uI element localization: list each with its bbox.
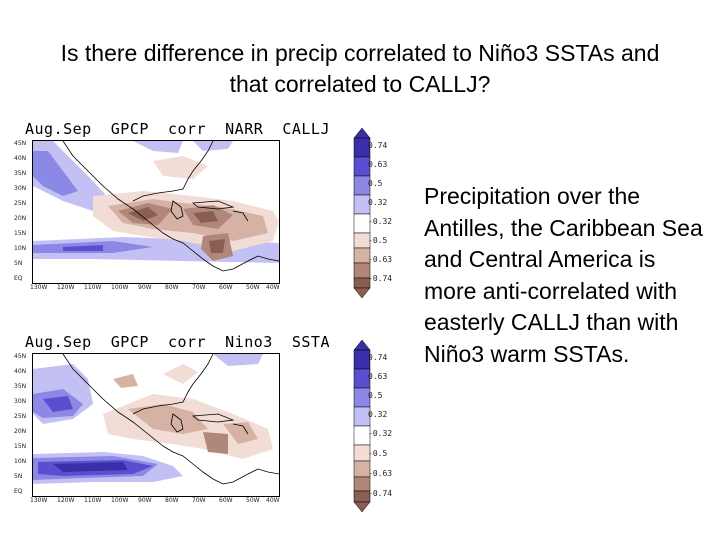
- pos-corr-region: [213, 354, 263, 366]
- coastline: [170, 200, 184, 220]
- lat-label: 10N: [14, 458, 27, 465]
- lat-label: 40N: [14, 155, 27, 162]
- lon-label: 80W: [165, 284, 179, 291]
- lat-label: 5N: [14, 473, 23, 480]
- lon-label: 60W: [219, 497, 233, 504]
- colorbar-cap-bottom: [353, 501, 371, 513]
- colorbar-cap-bottom: [353, 287, 371, 299]
- coastline: [62, 141, 279, 272]
- neg-corr-region: [193, 211, 218, 223]
- neg-corr-region: [203, 432, 228, 454]
- colorbar-label: 0.32: [368, 410, 388, 419]
- pos-corr-region: [53, 462, 128, 472]
- lat-label: EQ: [14, 275, 23, 282]
- lat-label: EQ: [14, 488, 23, 495]
- pos-corr-region: [193, 141, 233, 151]
- coastline: [132, 141, 214, 202]
- slide-title: Is there difference in precip correlated…: [60, 40, 660, 97]
- pos-corr-region: [133, 141, 183, 153]
- lon-label: 110W: [84, 284, 102, 291]
- lat-label: 20N: [14, 215, 27, 222]
- lat-label: 25N: [14, 200, 27, 207]
- lon-label: 120W: [57, 497, 75, 504]
- colorbar-label: 0.74: [368, 141, 388, 150]
- colorbar-nino3: 0.74 0.63 0.5 0.32 -0.32 -0.5 -0.63 -0.7…: [352, 339, 392, 517]
- map-nino3-svg: [33, 354, 279, 485]
- lat-label: 25N: [14, 413, 27, 420]
- lon-label: 100W: [111, 497, 129, 504]
- lon-label: 90W: [138, 284, 152, 291]
- lon-label: 60W: [219, 284, 233, 291]
- lon-label: 100W: [111, 284, 129, 291]
- lon-label: 130W: [30, 284, 48, 291]
- lat-label: 35N: [14, 170, 27, 177]
- pos-corr-region: [43, 396, 73, 412]
- colorbar-cap-top: [353, 127, 371, 139]
- colorbar-label: 0.5: [368, 391, 383, 400]
- lon-label: 70W: [192, 284, 206, 291]
- lat-label: 15N: [14, 230, 27, 237]
- colorbar-label: -0.5: [368, 236, 388, 245]
- neg-corr-region: [113, 374, 138, 388]
- colorbar-label: -0.32: [368, 429, 393, 438]
- colorbar-callj: 0.74 0.63 0.5 0.32 -0.32 -0.5 -0.63 -0.7…: [352, 127, 392, 303]
- neg-corr-region: [128, 404, 208, 434]
- lat-label: 20N: [14, 428, 27, 435]
- lon-label: 40W: [266, 497, 280, 504]
- map-callj: [32, 140, 280, 284]
- coastline: [191, 413, 235, 423]
- colorbar-label: -0.74: [368, 274, 393, 283]
- colorbar-label: 0.5: [368, 179, 383, 188]
- pos-corr-region: [63, 245, 103, 251]
- lon-label: 130W: [30, 497, 48, 504]
- colorbar-label: 0.32: [368, 198, 388, 207]
- neg-corr-region: [128, 207, 158, 221]
- lat-label: 15N: [14, 443, 27, 450]
- lat-label: 10N: [14, 245, 27, 252]
- colorbar-label: 0.63: [368, 160, 388, 169]
- colorbar-label: 0.74: [368, 353, 388, 362]
- map-nino3: [32, 353, 280, 497]
- lat-label: 45N: [14, 140, 27, 147]
- coastline: [232, 210, 249, 222]
- lon-label: 110W: [84, 497, 102, 504]
- colorbar-cap-top: [353, 339, 371, 351]
- slide-body-text: Precipitation over the Antilles, the Car…: [424, 183, 703, 367]
- colorbar-label: -0.74: [368, 489, 393, 498]
- lon-label: 90W: [138, 497, 152, 504]
- neg-corr-region: [153, 156, 208, 179]
- colorbar-label: -0.5: [368, 449, 388, 458]
- map-callj-svg: [33, 141, 279, 272]
- lat-label: 40N: [14, 368, 27, 375]
- neg-corr-region: [209, 239, 225, 253]
- lat-label: 5N: [14, 260, 23, 267]
- lon-label: 50W: [246, 497, 260, 504]
- neg-corr-region: [163, 364, 198, 384]
- coastline: [232, 423, 249, 435]
- lat-label: 35N: [14, 383, 27, 390]
- lon-label: 70W: [192, 497, 206, 504]
- coastline: [170, 413, 184, 433]
- map-title-nino3: Aug.Sep GPCP corr Nino3 SSTA: [25, 333, 330, 351]
- colorbar-callj-svg: [353, 127, 371, 299]
- coastline: [191, 200, 235, 210]
- colorbar-label: 0.63: [368, 372, 388, 381]
- lon-label: 40W: [266, 284, 280, 291]
- neg-corr-region: [223, 422, 258, 444]
- lon-label: 50W: [246, 284, 260, 291]
- colorbar-label: -0.63: [368, 255, 393, 264]
- colorbar-label: -0.63: [368, 469, 393, 478]
- lat-label: 30N: [14, 398, 27, 405]
- map-title-callj: Aug.Sep GPCP corr NARR CALLJ: [25, 120, 330, 138]
- lon-label: 120W: [57, 284, 75, 291]
- colorbar-nino3-svg: [353, 339, 371, 513]
- lon-label: 80W: [165, 497, 179, 504]
- colorbar-label: -0.32: [368, 217, 393, 226]
- coastline: [62, 354, 279, 485]
- pos-corr-region: [33, 151, 78, 196]
- coastline: [132, 354, 214, 415]
- lat-label: 30N: [14, 185, 27, 192]
- lat-label: 45N: [14, 353, 27, 360]
